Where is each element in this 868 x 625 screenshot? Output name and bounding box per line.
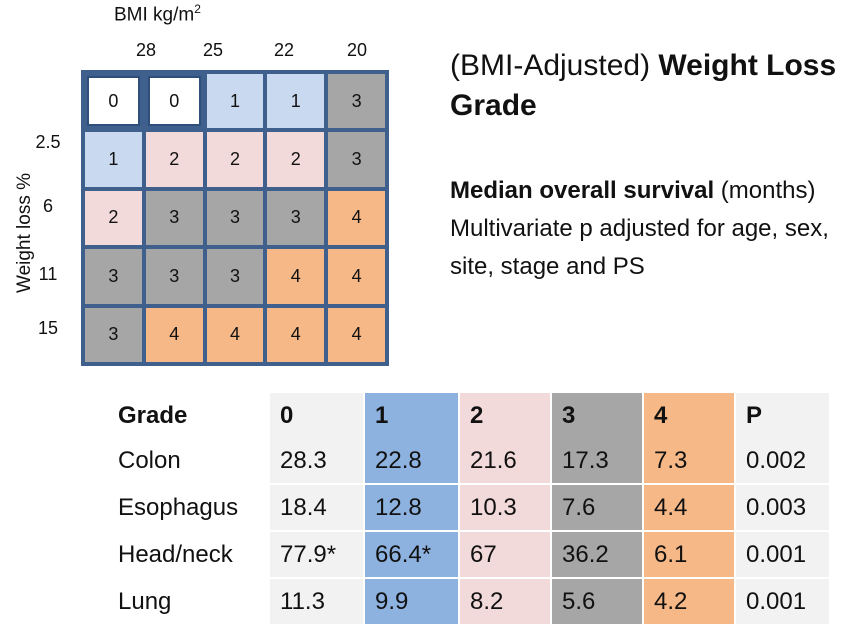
header-grade-4: 4: [642, 393, 735, 438]
header-p: P: [734, 393, 829, 438]
table-header-row: Grade 0 1 2 3 4 P: [108, 393, 829, 438]
bmi-axis-label: BMI kg/m2: [114, 2, 201, 26]
page-title: (BMI-Adjusted) Weight Loss Grade: [450, 49, 837, 122]
table-cell: 77.9*: [268, 530, 364, 578]
weight-loss-tick-6: 6: [42, 196, 53, 216]
row-label: Colon: [108, 438, 269, 484]
grid-cell: 3: [267, 190, 325, 246]
bmi-tick-20: 20: [346, 40, 368, 60]
table-cell: 22.8: [363, 438, 459, 484]
table-cell: 9.9: [363, 577, 459, 624]
grid-cell: 3: [206, 190, 264, 246]
table-cell: 0.001: [734, 530, 829, 578]
table-cell: 8.2: [458, 577, 551, 624]
row-label: Lung: [108, 577, 269, 624]
grid-cell: 0: [87, 76, 140, 127]
grid-cell: 4: [145, 307, 203, 362]
header-grade-1: 1: [363, 393, 459, 438]
table-cell: 12.8: [363, 483, 459, 531]
subtitle-line2: Multivariate p adjusted for age, sex, si…: [450, 215, 829, 280]
table-cell: 7.3: [642, 438, 735, 484]
grid-cell: 3: [328, 74, 385, 129]
grid-cell: 1: [85, 132, 142, 187]
grid-cell: 3: [85, 249, 142, 304]
table-cell: 28.3: [268, 438, 364, 484]
subtitle-unit: (months): [714, 177, 816, 204]
grid-cell: 4: [267, 249, 325, 304]
grid-cell: 2: [145, 132, 203, 187]
row-label: Head/neck: [108, 530, 269, 578]
grid-cell: 3: [328, 132, 385, 187]
grid-cell: 4: [328, 307, 385, 362]
survival-table: Grade 0 1 2 3 4 P Colon 28.3 22.8 21.6 17.3 7…: [108, 393, 829, 624]
table-cell: 11.3: [268, 577, 364, 624]
grid-cell: 4: [328, 190, 385, 246]
header-grade: Grade: [108, 393, 269, 438]
grid-cell: 0: [147, 76, 201, 127]
grid-cell: 2: [85, 190, 142, 246]
table-cell: 0.003: [734, 483, 829, 531]
grid-cell: 2: [206, 132, 264, 187]
weight-loss-tick-2-5: 2.5: [35, 132, 61, 152]
grid-cell: 3: [145, 190, 203, 246]
header-grade-2: 2: [458, 393, 551, 438]
row-label: Esophagus: [108, 483, 269, 531]
table-cell: 36.2: [550, 530, 643, 578]
header-grade-0: 0: [268, 393, 364, 438]
grid-cell: 4: [267, 307, 325, 362]
table-cell: 10.3: [458, 483, 551, 531]
grid-cell: 4: [328, 249, 385, 304]
table-cell: 0.002: [734, 438, 829, 484]
table-row: Esophagus 18.4 12.8 10.3 7.6 4.4 0.003: [108, 483, 829, 531]
table-cell: 4.4: [642, 483, 735, 531]
table-cell: 0.001: [734, 577, 829, 624]
table-row: Lung 11.3 9.9 8.2 5.6 4.2 0.001: [108, 577, 829, 624]
grid-cell: 1: [267, 74, 325, 129]
table-cell: 17.3: [550, 438, 643, 484]
grid-cell: 1: [206, 74, 264, 129]
weight-loss-tick-15: 15: [37, 318, 59, 338]
table-cell: 5.6: [550, 577, 643, 624]
subtitle: Median overall survival (months) Multiva…: [450, 172, 865, 286]
grid-cell: 2: [267, 132, 325, 187]
grid-cell: 4: [206, 307, 264, 362]
grid-cell: 3: [85, 307, 142, 362]
subtitle-bold: Median overall survival: [450, 177, 715, 204]
table-cell: 7.6: [550, 483, 643, 531]
header-grade-3: 3: [550, 393, 643, 438]
table-row: Colon 28.3 22.8 21.6 17.3 7.3 0.002: [108, 438, 829, 484]
grid-cell: 3: [206, 249, 264, 304]
table-cell: 6.1: [642, 530, 735, 578]
table-cell: 18.4: [268, 483, 364, 531]
table-row: Head/neck 77.9* 66.4* 67 36.2 6.1 0.001: [108, 530, 829, 578]
table-cell: 67: [458, 530, 551, 578]
table-cell: 4.2: [642, 577, 735, 624]
bmi-tick-25: 25: [202, 40, 224, 60]
bmi-tick-22: 22: [273, 40, 295, 60]
bmi-tick-28: 28: [135, 40, 157, 60]
table-cell: 66.4*: [363, 530, 459, 578]
table-cell: 21.6: [458, 438, 551, 484]
weight-loss-tick-11: 11: [38, 264, 58, 284]
grid-cell: 3: [145, 249, 203, 304]
